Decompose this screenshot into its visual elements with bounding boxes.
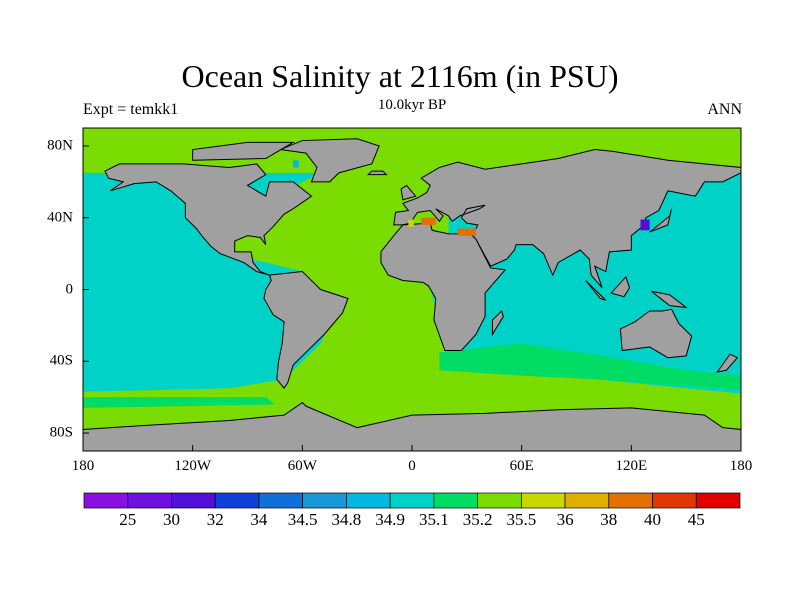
colorbar-box (652, 492, 697, 509)
colorbar-box (433, 492, 478, 509)
landmass-australia (619, 308, 693, 359)
colorbar-label: 40 (644, 510, 662, 529)
landmass-greenland (278, 138, 380, 183)
baffin-patch (293, 160, 299, 168)
landmass-canadian-archipelago (192, 141, 296, 161)
colorbar-box (127, 492, 172, 509)
colorbar-box (346, 492, 391, 509)
experiment-label: Expt = temkk1 (83, 101, 179, 118)
southern-band-region (439, 343, 741, 390)
landmass-iceland (366, 170, 388, 176)
lon-label: 180 (71, 458, 95, 474)
colorbar-box (695, 492, 741, 509)
landmass-eurasia (393, 149, 742, 289)
colorbar-label: 25 (119, 510, 137, 529)
lat-label: 80N (47, 137, 73, 154)
colorbar-label: 38 (600, 510, 618, 529)
landmass-new-guinea (651, 290, 688, 309)
colorbar-box (83, 492, 129, 509)
colorbar-label: 32 (206, 510, 224, 529)
season-label: ANN (707, 101, 742, 118)
plot-subtitle: 10.0kyr BP (377, 97, 447, 113)
colorbar-box (477, 492, 522, 509)
landmass-new-zealand (716, 353, 739, 373)
landmass-britain (400, 184, 417, 201)
lat-label: 40S (49, 352, 73, 369)
colorbar-box (171, 492, 216, 509)
colorbar-box (214, 492, 260, 509)
lon-label: 60E (509, 458, 534, 474)
colorbar-box (520, 492, 566, 509)
yellow-sea-patch (640, 219, 650, 231)
colorbar-label: 30 (162, 510, 180, 529)
landmass-sumatra (585, 280, 607, 301)
colorbar-label: 45 (687, 510, 705, 529)
colorbar-box (302, 492, 347, 509)
lon-label: 60W (287, 458, 317, 474)
colorbar-box (564, 492, 610, 509)
colorbar-label: 35.1 (418, 510, 449, 529)
lon-label: 0 (408, 458, 416, 474)
landmass-japan (649, 208, 673, 233)
mediterranean-west-patch (421, 217, 436, 225)
landmass-south-america (263, 271, 349, 390)
colorbar-label: 35.2 (462, 510, 493, 529)
lon-label: 120W (174, 458, 211, 474)
colorbar-box (389, 492, 435, 509)
pacific-band-region (83, 397, 275, 408)
colorbar-label: 34.8 (331, 510, 362, 529)
landmass-madagascar (491, 310, 504, 337)
colorbar-label: 34.5 (287, 510, 318, 529)
mediterranean-east-patch (457, 228, 476, 236)
spain-patch (408, 219, 414, 227)
plot-title: Ocean Salinity at 2116m (in PSU) (181, 58, 619, 94)
lat-label: 0 (65, 281, 74, 297)
lat-label: 40N (47, 209, 73, 226)
colorbar-label: 34.9 (375, 510, 405, 529)
colorbar-label: 34 (250, 510, 268, 529)
lon-label: 120E (615, 458, 648, 474)
colorbar-box (258, 492, 304, 509)
landmass-north-america (104, 163, 313, 276)
lat-label: 80S (49, 424, 73, 441)
colorbar-box (608, 492, 653, 509)
colorbar-label: 36 (556, 510, 574, 529)
landmass-borneo (610, 275, 631, 298)
lon-label: 180 (729, 458, 753, 474)
colorbar-label: 35.5 (506, 510, 537, 529)
